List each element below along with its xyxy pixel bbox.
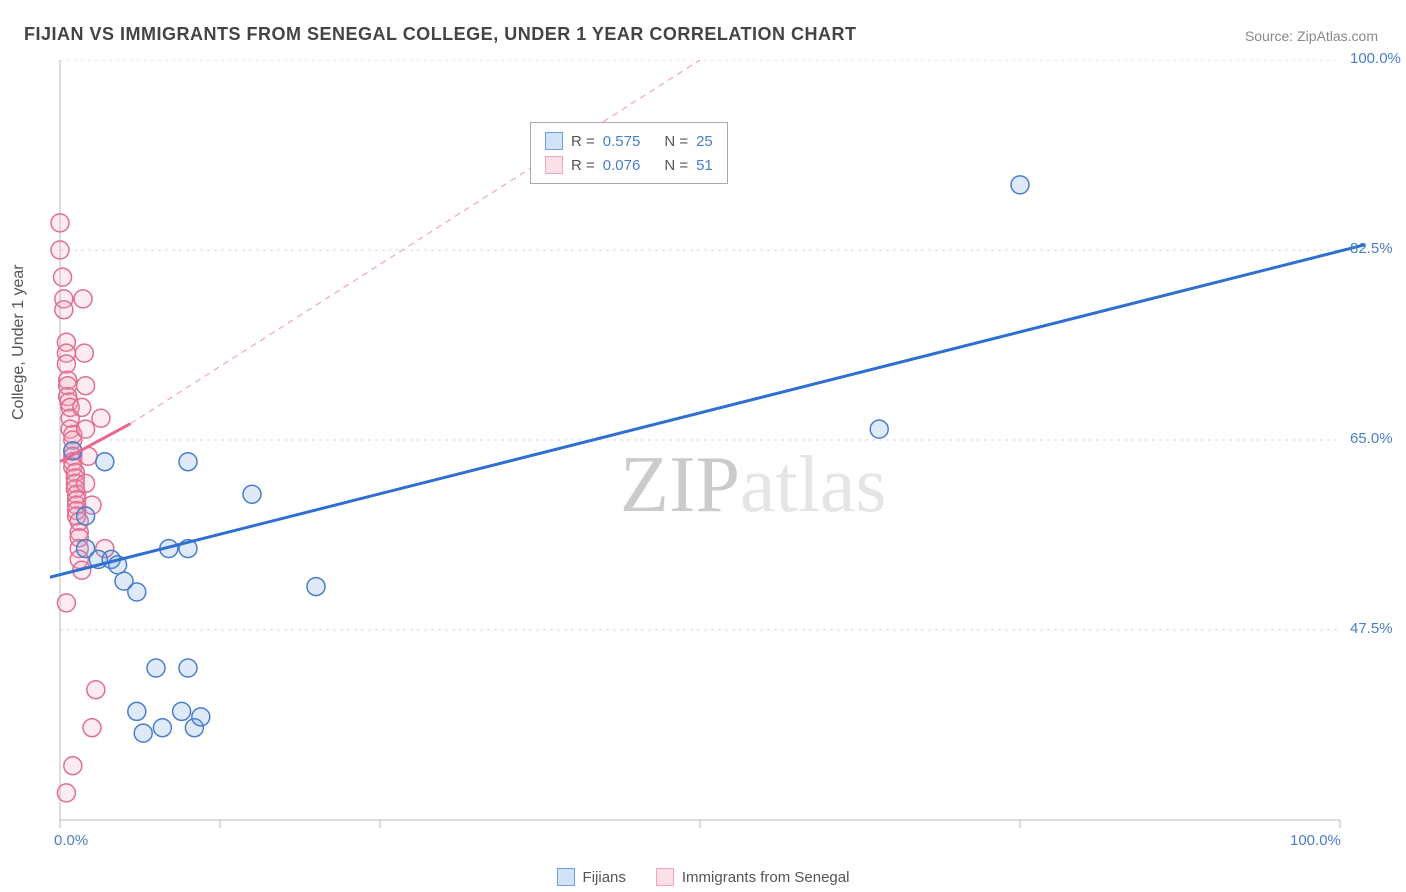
chart-title: FIJIAN VS IMMIGRANTS FROM SENEGAL COLLEG… <box>24 24 857 45</box>
y-tick-label: 65.0% <box>1350 430 1393 447</box>
legend-stat-row: R = 0.575 N = 25 <box>545 129 713 153</box>
legend-swatch <box>545 132 563 150</box>
legend-r-value: 0.575 <box>603 133 641 150</box>
legend-n-label: N = <box>664 133 688 150</box>
legend-n-value: 51 <box>696 157 713 174</box>
source-attribution: Source: ZipAtlas.com <box>1245 28 1378 44</box>
legend-swatch <box>557 868 575 886</box>
x-tick-label: 0.0% <box>54 832 88 849</box>
chart-container: FIJIAN VS IMMIGRANTS FROM SENEGAL COLLEG… <box>0 0 1406 892</box>
chart-area: ZIPatlas R =0.575N =25R =0.076N =51 <box>50 60 1380 850</box>
legend-r-label: R = <box>571 157 595 174</box>
legend-stat-row: R = 0.076 N = 51 <box>545 153 713 177</box>
legend-series-item: Immigrants from Senegal <box>656 868 850 886</box>
x-tick-label: 100.0% <box>1290 832 1341 849</box>
legend-swatch <box>656 868 674 886</box>
y-tick-label: 82.5% <box>1350 240 1393 257</box>
legend-r-value: 0.076 <box>603 157 641 174</box>
legend-series: Fijians Immigrants from Senegal <box>0 868 1406 886</box>
legend-n-label: N = <box>664 157 688 174</box>
legend-swatch <box>545 156 563 174</box>
legend-series-label: Fijians <box>583 869 626 886</box>
legend-r-label: R = <box>571 133 595 150</box>
legend-n-value: 25 <box>696 133 713 150</box>
legend-series-label: Immigrants from Senegal <box>682 869 850 886</box>
legend-series-item: Fijians <box>557 868 626 886</box>
y-tick-label: 47.5% <box>1350 620 1393 637</box>
y-tick-label: 100.0% <box>1350 50 1401 67</box>
legend-stats: R = 0.575 N = 25 R = 0.076 N = 51 <box>530 122 728 184</box>
y-axis-label: College, Under 1 year <box>10 264 28 420</box>
